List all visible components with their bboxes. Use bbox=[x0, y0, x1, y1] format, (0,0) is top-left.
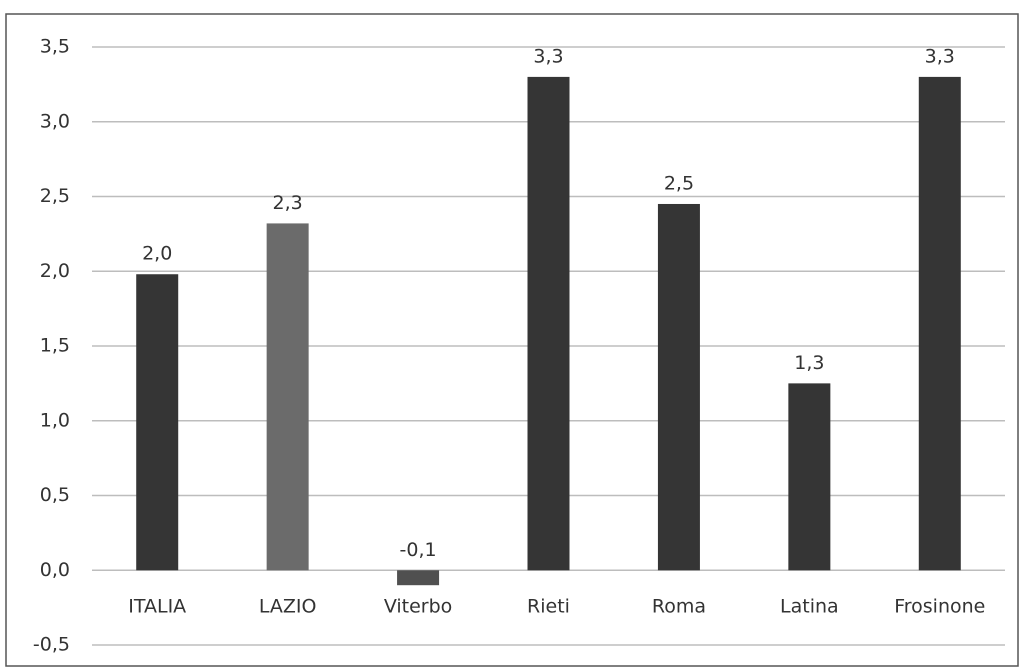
data-label: 2,0 bbox=[142, 243, 172, 265]
x-tick-label: ITALIA bbox=[128, 596, 186, 618]
bar bbox=[657, 203, 700, 571]
x-tick-label: Roma bbox=[652, 596, 706, 618]
y-tick-label: 2,5 bbox=[40, 185, 70, 207]
y-tick-label: 2,0 bbox=[40, 260, 70, 282]
bar bbox=[266, 223, 309, 571]
data-label: -0,1 bbox=[400, 539, 437, 561]
data-label: 3,3 bbox=[533, 45, 563, 67]
x-tick-label: Frosinone bbox=[894, 596, 985, 618]
data-label: 3,3 bbox=[925, 45, 955, 67]
y-tick-label: 0,0 bbox=[40, 559, 70, 581]
y-tick-label: 3,5 bbox=[40, 36, 70, 58]
y-tick-label: 1,5 bbox=[40, 335, 70, 357]
data-label: 1,3 bbox=[794, 352, 824, 374]
y-tick-label: 1,0 bbox=[40, 409, 70, 431]
y-tick-label: -0,5 bbox=[33, 634, 70, 656]
x-tick-label: LAZIO bbox=[259, 596, 317, 618]
bar bbox=[527, 76, 570, 571]
data-label: 2,5 bbox=[664, 172, 694, 194]
bar bbox=[918, 76, 961, 571]
frame bbox=[5, 13, 1019, 667]
x-tick-label: Latina bbox=[780, 596, 839, 618]
x-tick-label: Rieti bbox=[527, 596, 570, 618]
bar bbox=[788, 383, 831, 571]
bar bbox=[397, 570, 440, 586]
y-tick-label: 3,0 bbox=[40, 110, 70, 132]
data-label: 2,3 bbox=[273, 192, 303, 214]
x-tick-label: Viterbo bbox=[384, 596, 453, 618]
y-tick-label: 0,5 bbox=[40, 484, 70, 506]
bar bbox=[136, 274, 179, 571]
